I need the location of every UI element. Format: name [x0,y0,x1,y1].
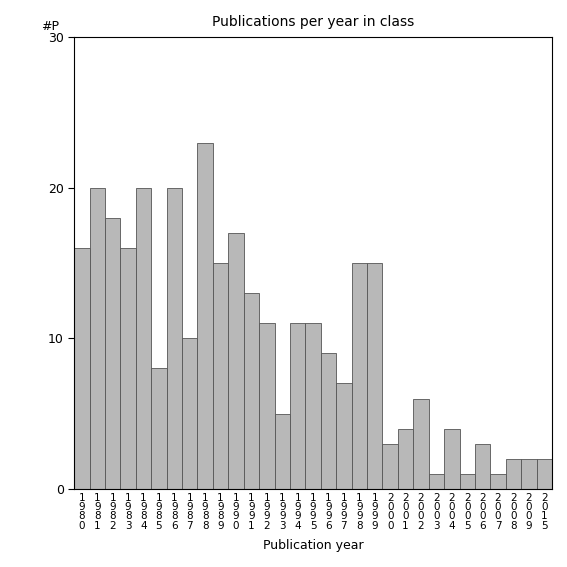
Bar [151,369,167,489]
Bar [336,383,352,489]
Bar [490,474,506,489]
Bar [182,338,197,489]
Bar [167,188,182,489]
Bar [506,459,521,489]
Bar [274,413,290,489]
Bar [290,323,306,489]
X-axis label: Publication year: Publication year [263,539,363,552]
Bar [306,323,321,489]
Bar [74,248,90,489]
Bar [521,459,536,489]
Bar [429,474,444,489]
Bar [136,188,151,489]
Bar [321,353,336,489]
Bar [382,444,398,489]
Bar [536,459,552,489]
Bar [197,142,213,489]
Bar [367,263,382,489]
Bar [229,233,244,489]
Bar [120,248,136,489]
Bar [398,429,413,489]
Bar [444,429,459,489]
Bar [352,263,367,489]
Bar [259,323,274,489]
Bar [213,263,229,489]
Bar [244,293,259,489]
Bar [475,444,490,489]
Bar [90,188,105,489]
Bar [105,218,120,489]
Text: #P: #P [41,20,58,32]
Title: Publications per year in class: Publications per year in class [212,15,414,29]
Bar [459,474,475,489]
Bar [413,399,429,489]
